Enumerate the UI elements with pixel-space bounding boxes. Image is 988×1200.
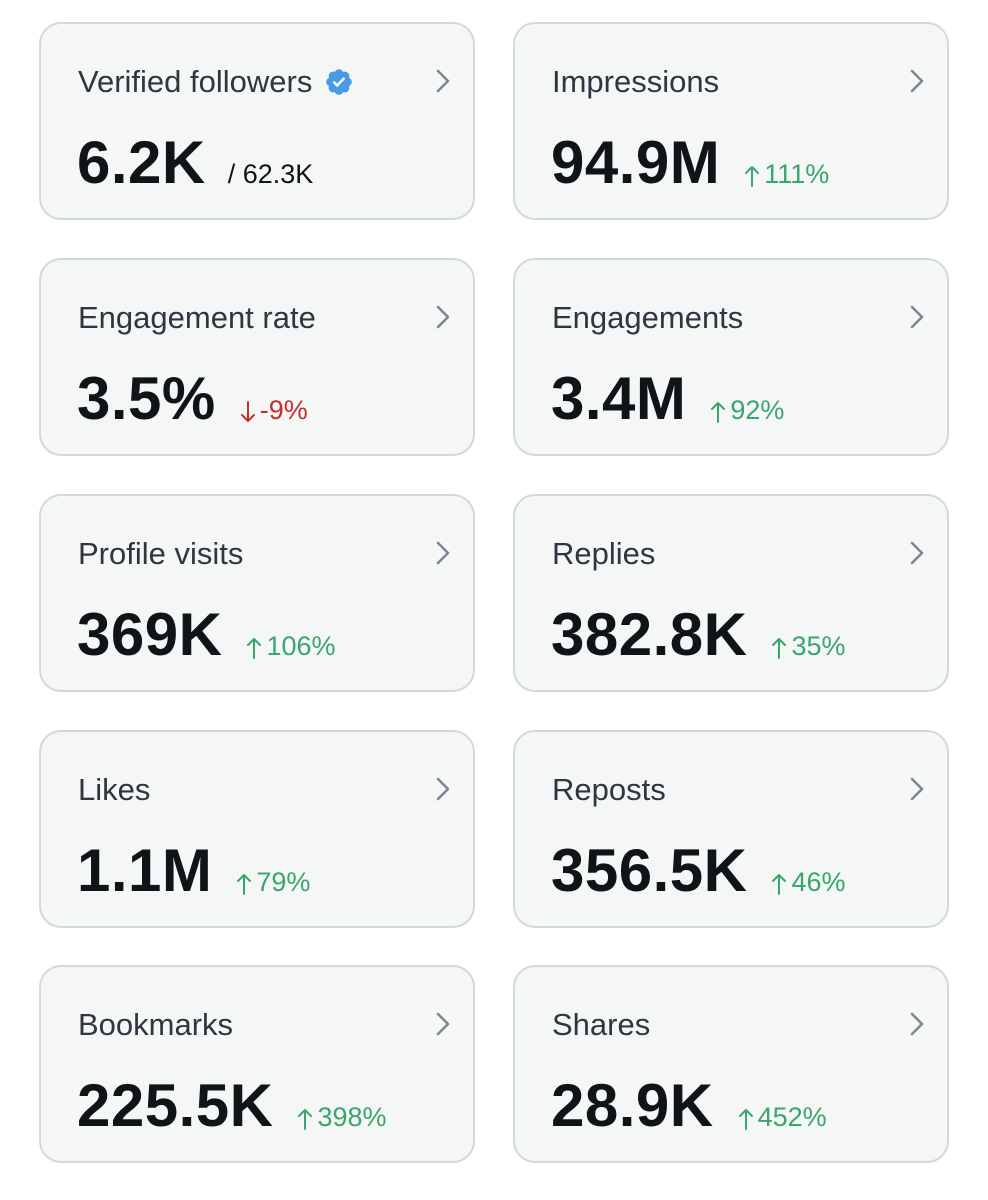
card-engagement-rate[interactable]: Engagement rate 3.5% -9% [39,258,475,456]
card-delta: -9% [240,395,308,426]
card-value-row: 28.9K 452% [551,1071,827,1140]
arrow-up-icon [298,1108,313,1130]
card-value-row: 94.9M 111% [551,128,829,197]
card-delta-value: 398% [317,1102,387,1132]
card-delta-value: 46% [791,867,846,897]
chevron-right-icon [436,1012,450,1036]
card-value: 94.9M [551,129,721,196]
card-value: 28.9K [551,1072,714,1139]
card-delta-value: -9% [259,395,308,425]
card-label: Impressions [552,64,720,99]
arrow-up-icon [247,637,262,659]
card-value: 356.5K [551,837,748,904]
card-delta: 35% [771,631,846,662]
card-profile-visits[interactable]: Profile visits 369K 106% [39,494,475,692]
card-delta: 398% [297,1102,387,1133]
card-label: Verified followers [78,62,354,102]
arrow-up-icon [711,401,726,423]
card-value: 225.5K [77,1072,274,1139]
card-label: Replies [552,536,656,571]
arrow-up-icon [745,165,760,187]
card-delta-value: 79% [256,867,311,897]
card-shares[interactable]: Shares 28.9K 452% [513,965,949,1163]
arrow-down-icon [240,400,255,422]
card-value: 1.1M [77,837,213,904]
chevron-right-icon [910,1012,924,1036]
card-label: Engagement rate [78,300,316,335]
card-impressions[interactable]: Impressions 94.9M 111% [513,22,949,220]
card-delta: 79% [236,867,310,898]
card-label: Reposts [552,772,666,807]
card-value-row: 356.5K 46% [551,836,846,905]
card-label: Shares [552,1007,651,1042]
card-delta: 452% [738,1102,827,1133]
arrow-up-icon [772,873,787,895]
card-value-row: 1.1M 79% [77,836,310,905]
card-delta-value: 106% [266,631,336,661]
card-label: Likes [78,772,151,807]
arrow-up-icon [772,637,787,659]
card-reposts[interactable]: Reposts 356.5K 46% [513,730,949,928]
card-likes[interactable]: Likes 1.1M 79% [39,730,475,928]
chevron-right-icon [436,541,450,565]
arrow-up-icon [738,1108,753,1130]
card-verified-followers[interactable]: Verified followers 6.2K / 62.3K [39,22,475,220]
card-value-row: 3.5% -9% [77,364,308,433]
card-value: 3.5% [77,365,216,432]
card-label: Bookmarks [78,1007,234,1042]
card-replies[interactable]: Replies 382.8K 35% [513,494,949,692]
chevron-right-icon [910,777,924,801]
card-value-row: 382.8K 35% [551,600,846,669]
card-delta: 106% [246,631,336,662]
chevron-right-icon [436,305,450,329]
card-label: Profile visits [78,536,244,571]
card-value: 6.2K [77,129,206,196]
chevron-right-icon [910,305,924,329]
card-engagements[interactable]: Engagements 3.4M 92% [513,258,949,456]
card-label: Engagements [552,300,744,335]
chevron-right-icon [910,69,924,93]
chevron-right-icon [436,777,450,801]
card-label-text: Verified followers [78,64,313,99]
verified-badge-icon [326,69,353,95]
card-value: 382.8K [551,601,748,668]
card-value-row: 225.5K 398% [77,1071,387,1140]
card-delta-value: 452% [757,1102,827,1132]
chevron-right-icon [436,69,450,93]
card-delta-value: 92% [730,395,785,425]
card-value: 3.4M [551,365,687,432]
card-delta: 111% [744,159,829,190]
card-delta: 46% [771,867,846,898]
card-value-row: 369K 106% [77,600,336,669]
card-value: 369K [77,601,223,668]
card-total: / 62.3K [227,159,314,189]
card-value-row: 6.2K / 62.3K [77,128,313,197]
card-delta-value: 35% [791,631,846,661]
card-bookmarks[interactable]: Bookmarks 225.5K 398% [39,965,475,1163]
arrow-up-icon [237,873,252,895]
chevron-right-icon [910,541,924,565]
card-value-row: 3.4M 92% [551,364,784,433]
card-delta-value: 111% [764,159,830,189]
card-delta: 92% [710,395,784,426]
